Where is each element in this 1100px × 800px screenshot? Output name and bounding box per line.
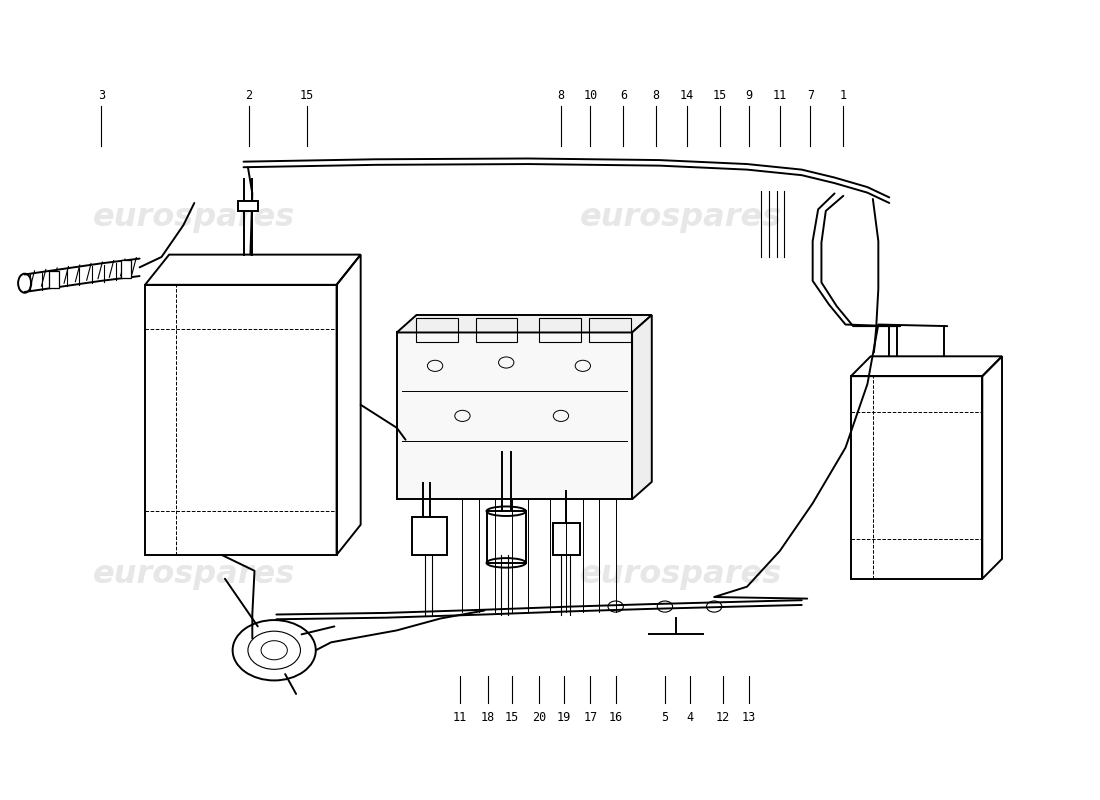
Bar xyxy=(590,318,631,342)
Text: 17: 17 xyxy=(583,711,597,725)
Text: 20: 20 xyxy=(532,711,547,725)
Bar xyxy=(238,202,257,211)
Bar xyxy=(48,270,58,288)
Text: 3: 3 xyxy=(98,89,104,102)
Text: 2: 2 xyxy=(245,89,253,102)
Text: 1: 1 xyxy=(839,89,847,102)
Bar xyxy=(539,318,581,342)
Bar xyxy=(417,318,458,342)
Text: 15: 15 xyxy=(505,711,519,725)
Text: 16: 16 xyxy=(608,711,623,725)
Bar xyxy=(553,523,580,555)
Text: eurospares: eurospares xyxy=(94,202,296,233)
Text: 15: 15 xyxy=(713,89,727,102)
Text: 11: 11 xyxy=(772,89,786,102)
Text: 14: 14 xyxy=(680,89,694,102)
Text: 8: 8 xyxy=(652,89,660,102)
Text: eurospares: eurospares xyxy=(94,559,296,590)
Text: eurospares: eurospares xyxy=(580,559,782,590)
Text: 15: 15 xyxy=(300,89,315,102)
Text: 18: 18 xyxy=(481,711,495,725)
Polygon shape xyxy=(632,315,652,499)
Polygon shape xyxy=(397,315,652,333)
Text: 6: 6 xyxy=(619,89,627,102)
Text: 4: 4 xyxy=(686,711,694,725)
Text: eurospares: eurospares xyxy=(580,202,782,233)
Bar xyxy=(486,511,526,563)
Text: 13: 13 xyxy=(742,711,757,725)
Text: 7: 7 xyxy=(807,89,814,102)
Bar xyxy=(412,517,447,555)
Text: 8: 8 xyxy=(558,89,564,102)
Text: 10: 10 xyxy=(583,89,597,102)
Text: 11: 11 xyxy=(453,711,468,725)
Bar xyxy=(475,318,517,342)
Text: 5: 5 xyxy=(661,711,669,725)
Bar xyxy=(121,260,131,278)
Polygon shape xyxy=(397,333,632,499)
Text: 12: 12 xyxy=(716,711,730,725)
Text: 19: 19 xyxy=(557,711,571,725)
Text: 9: 9 xyxy=(746,89,752,102)
